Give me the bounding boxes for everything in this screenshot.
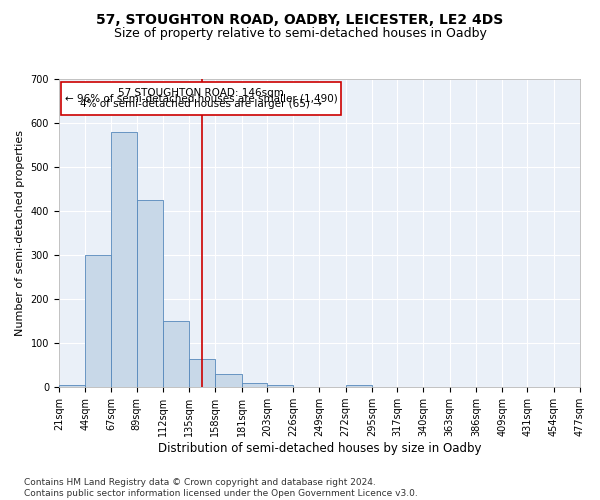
Bar — [163, 321, 189, 387]
Text: 57, STOUGHTON ROAD, OADBY, LEICESTER, LE2 4DS: 57, STOUGHTON ROAD, OADBY, LEICESTER, LE… — [97, 12, 503, 26]
X-axis label: Distribution of semi-detached houses by size in Oadby: Distribution of semi-detached houses by … — [158, 442, 481, 455]
Bar — [137, 200, 163, 387]
Text: 4% of semi-detached houses are larger (65) →: 4% of semi-detached houses are larger (6… — [80, 99, 322, 109]
Text: 57 STOUGHTON ROAD: 146sqm: 57 STOUGHTON ROAD: 146sqm — [118, 88, 284, 98]
Bar — [85, 255, 112, 387]
Bar — [215, 374, 242, 387]
Bar — [189, 358, 215, 387]
Bar — [112, 132, 137, 387]
Bar — [267, 385, 293, 387]
Bar — [242, 383, 267, 387]
FancyBboxPatch shape — [61, 82, 341, 115]
Text: ← 96% of semi-detached houses are smaller (1,490): ← 96% of semi-detached houses are smalle… — [65, 94, 337, 104]
Bar — [59, 385, 85, 387]
Text: Contains HM Land Registry data © Crown copyright and database right 2024.
Contai: Contains HM Land Registry data © Crown c… — [24, 478, 418, 498]
Y-axis label: Number of semi-detached properties: Number of semi-detached properties — [15, 130, 25, 336]
Bar — [346, 385, 372, 387]
Text: Size of property relative to semi-detached houses in Oadby: Size of property relative to semi-detach… — [113, 28, 487, 40]
